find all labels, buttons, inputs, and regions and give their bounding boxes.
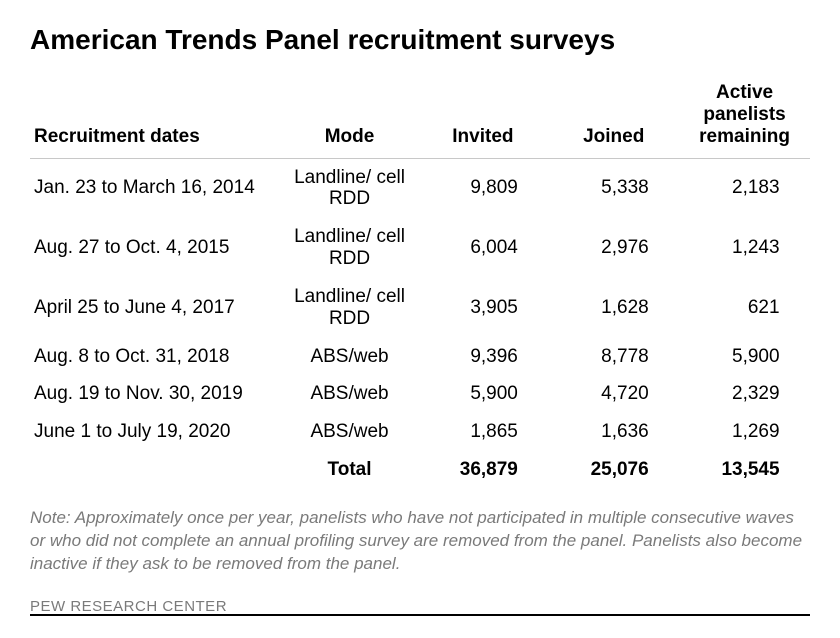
col-header-active: Active panelists remaining bbox=[679, 74, 810, 158]
cell-invited: 9,809 bbox=[417, 158, 548, 218]
cell-mode: ABS/web bbox=[282, 338, 418, 376]
table-row: Jan. 23 to March 16, 2014 Landline/ cell… bbox=[30, 158, 810, 218]
table-row: April 25 to June 4, 2017 Landline/ cell … bbox=[30, 278, 810, 338]
cell-invited: 3,905 bbox=[417, 278, 548, 338]
cell-joined: 1,636 bbox=[548, 413, 679, 451]
recruitment-table: Recruitment dates Mode Invited Joined Ac… bbox=[30, 74, 810, 489]
cell-blank bbox=[30, 451, 282, 489]
cell-total-active: 13,545 bbox=[679, 451, 810, 489]
col-header-mode: Mode bbox=[282, 74, 418, 158]
cell-joined: 4,720 bbox=[548, 375, 679, 413]
cell-mode: ABS/web bbox=[282, 375, 418, 413]
cell-joined: 2,976 bbox=[548, 218, 679, 278]
table-row: Aug. 8 to Oct. 31, 2018 ABS/web 9,396 8,… bbox=[30, 338, 810, 376]
cell-total-label: Total bbox=[282, 451, 418, 489]
cell-active: 1,243 bbox=[679, 218, 810, 278]
bottom-rule bbox=[30, 614, 810, 616]
cell-dates: June 1 to July 19, 2020 bbox=[30, 413, 282, 451]
col-header-joined: Joined bbox=[548, 74, 679, 158]
cell-dates: Aug. 19 to Nov. 30, 2019 bbox=[30, 375, 282, 413]
table-row: Aug. 19 to Nov. 30, 2019 ABS/web 5,900 4… bbox=[30, 375, 810, 413]
cell-invited: 6,004 bbox=[417, 218, 548, 278]
cell-invited: 1,865 bbox=[417, 413, 548, 451]
cell-dates: April 25 to June 4, 2017 bbox=[30, 278, 282, 338]
cell-dates: Aug. 27 to Oct. 4, 2015 bbox=[30, 218, 282, 278]
cell-active: 5,900 bbox=[679, 338, 810, 376]
cell-mode: Landline/ cell RDD bbox=[282, 218, 418, 278]
cell-joined: 8,778 bbox=[548, 338, 679, 376]
cell-mode: ABS/web bbox=[282, 413, 418, 451]
col-header-dates: Recruitment dates bbox=[30, 74, 282, 158]
cell-total-joined: 25,076 bbox=[548, 451, 679, 489]
table-row: Aug. 27 to Oct. 4, 2015 Landline/ cell R… bbox=[30, 218, 810, 278]
cell-mode: Landline/ cell RDD bbox=[282, 158, 418, 218]
cell-invited: 5,900 bbox=[417, 375, 548, 413]
figure-container: American Trends Panel recruitment survey… bbox=[0, 0, 840, 638]
table-total-row: Total 36,879 25,076 13,545 bbox=[30, 451, 810, 489]
cell-active: 2,183 bbox=[679, 158, 810, 218]
source-attribution: PEW RESEARCH CENTER bbox=[30, 598, 810, 615]
table-header-row: Recruitment dates Mode Invited Joined Ac… bbox=[30, 74, 810, 158]
cell-invited: 9,396 bbox=[417, 338, 548, 376]
cell-mode: Landline/ cell RDD bbox=[282, 278, 418, 338]
cell-active: 2,329 bbox=[679, 375, 810, 413]
table-row: June 1 to July 19, 2020 ABS/web 1,865 1,… bbox=[30, 413, 810, 451]
cell-joined: 5,338 bbox=[548, 158, 679, 218]
figure-note: Note: Approximately once per year, panel… bbox=[30, 507, 810, 576]
cell-active: 621 bbox=[679, 278, 810, 338]
cell-joined: 1,628 bbox=[548, 278, 679, 338]
table-body: Jan. 23 to March 16, 2014 Landline/ cell… bbox=[30, 158, 810, 489]
cell-dates: Aug. 8 to Oct. 31, 2018 bbox=[30, 338, 282, 376]
figure-title: American Trends Panel recruitment survey… bbox=[30, 24, 810, 56]
cell-dates: Jan. 23 to March 16, 2014 bbox=[30, 158, 282, 218]
cell-total-invited: 36,879 bbox=[417, 451, 548, 489]
col-header-invited: Invited bbox=[417, 74, 548, 158]
cell-active: 1,269 bbox=[679, 413, 810, 451]
